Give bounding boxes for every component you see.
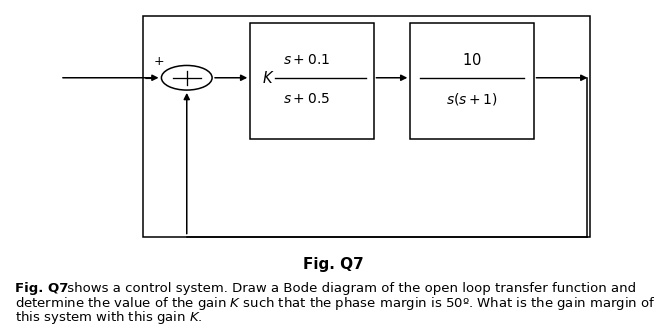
- Text: $s+0.5$: $s+0.5$: [283, 92, 330, 106]
- Text: determine the value of the gain $K$ such that the phase margin is 50º. What is t: determine the value of the gain $K$ such…: [15, 295, 655, 312]
- Text: this system with this gain $K$.: this system with this gain $K$.: [15, 309, 202, 324]
- Text: shows a control system. Draw a Bode diagram of the open loop transfer function a: shows a control system. Draw a Bode diag…: [63, 282, 636, 295]
- Text: −: −: [143, 73, 154, 86]
- Text: $10$: $10$: [462, 52, 482, 68]
- Text: Fig. Q7: Fig. Q7: [15, 282, 68, 295]
- FancyBboxPatch shape: [250, 23, 374, 139]
- FancyBboxPatch shape: [410, 23, 534, 139]
- Text: +: +: [153, 55, 164, 68]
- Text: $s(s+1)$: $s(s+1)$: [446, 91, 498, 107]
- Text: Fig. Q7: Fig. Q7: [303, 257, 364, 272]
- Text: $s+0.1$: $s+0.1$: [283, 53, 330, 67]
- Text: $K$: $K$: [262, 70, 275, 86]
